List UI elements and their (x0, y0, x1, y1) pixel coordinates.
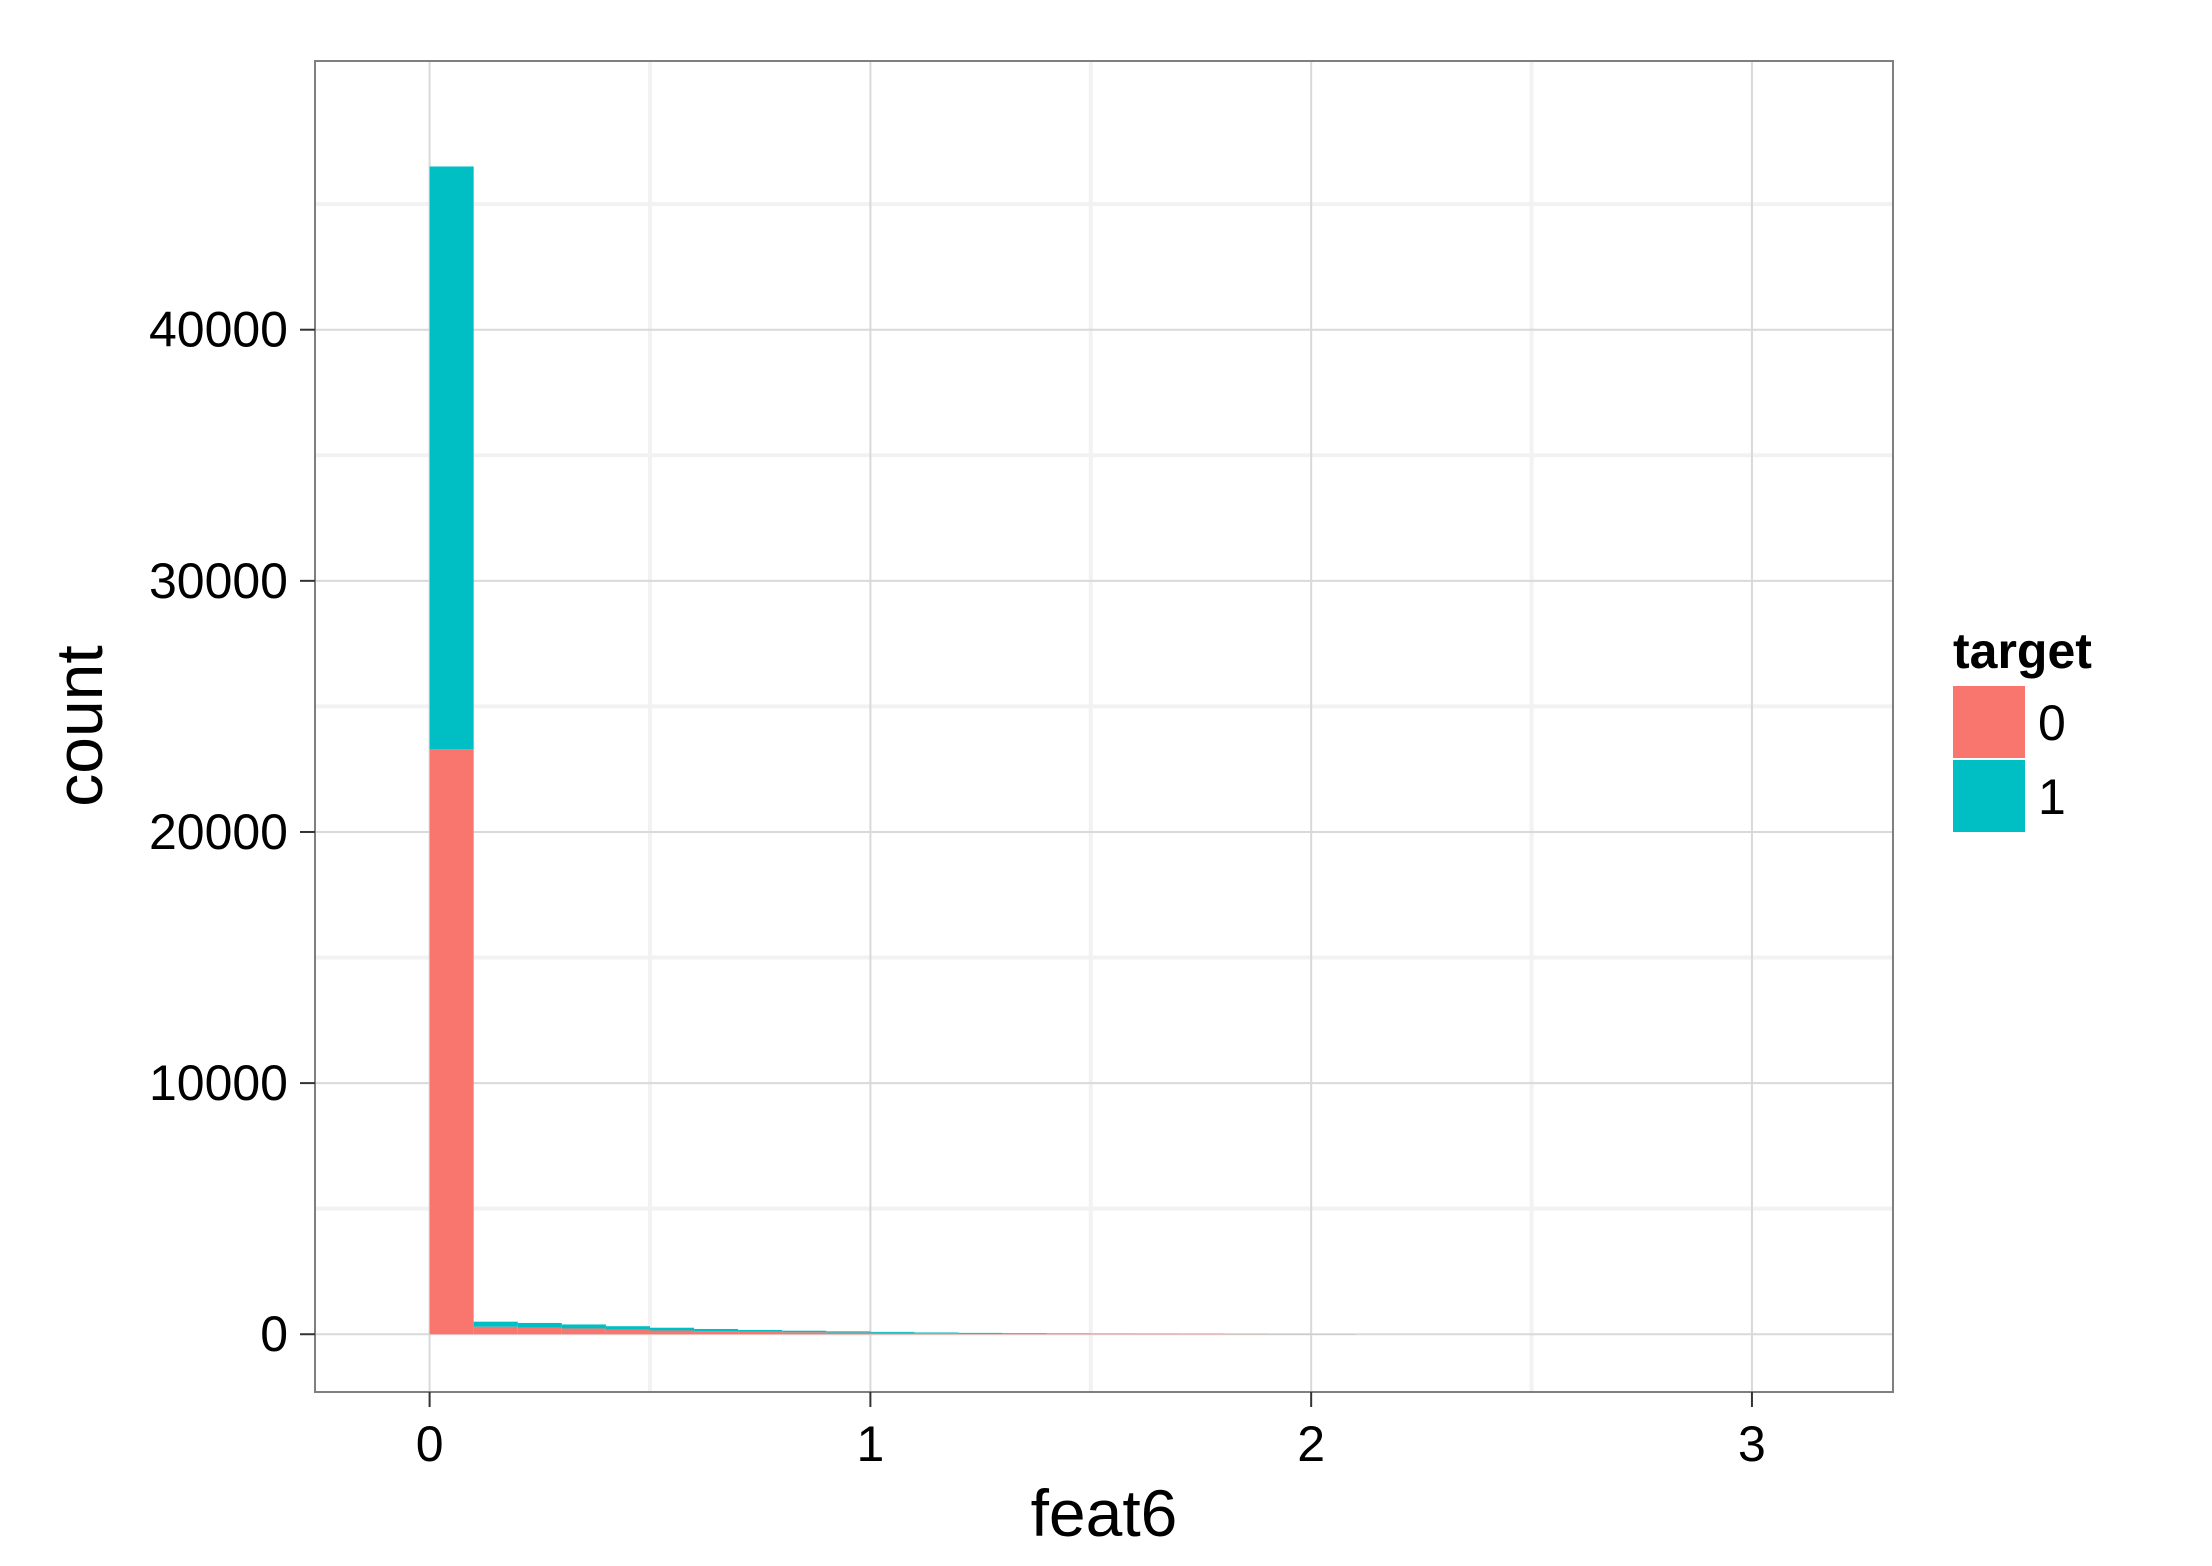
legend-entries: 01 (1951, 684, 2066, 834)
bar-target-0 (870, 1332, 915, 1335)
bar-target-1 (738, 1329, 783, 1332)
x-tick-label: 3 (1738, 1416, 1766, 1472)
x-axis: 0 1 2 3 (416, 1392, 1766, 1472)
x-tick-label: 0 (416, 1416, 444, 1472)
bar-target-0 (1002, 1333, 1047, 1335)
bar-target-0 (429, 749, 474, 1335)
bar-target-0 (605, 1329, 650, 1335)
bar-target-1 (870, 1331, 915, 1333)
bar-target-0 (694, 1331, 739, 1335)
bar-target-1 (1002, 1333, 1047, 1334)
legend-swatch (1951, 758, 2027, 834)
bar-target-1 (561, 1324, 606, 1329)
bar-target-0 (914, 1333, 959, 1335)
bar-target-1 (958, 1332, 1003, 1334)
bar-target-0 (1046, 1333, 1091, 1335)
legend: target 01 (1951, 623, 2092, 834)
x-axis-title: feat6 (1031, 1476, 1178, 1550)
bar-target-0 (738, 1331, 783, 1335)
bar-target-0 (517, 1327, 562, 1335)
bar-target-0 (826, 1332, 871, 1335)
bar-target-1 (914, 1332, 959, 1334)
bar-target-0 (473, 1326, 518, 1335)
plot-panel-border (314, 60, 1894, 1393)
bar-target-0 (561, 1328, 606, 1335)
histogram-bars (429, 166, 1356, 1335)
bar-target-1 (826, 1331, 871, 1333)
y-tick-label: 30000 (149, 553, 288, 609)
bar-target-1 (605, 1326, 650, 1330)
major-gridlines (315, 61, 1893, 1392)
minor-gridlines (315, 61, 1893, 1392)
legend-title: target (1953, 623, 2092, 679)
bar-target-0 (649, 1330, 695, 1335)
bar-target-0 (782, 1332, 827, 1335)
bar-target-1 (429, 166, 474, 750)
y-axis-title: count (42, 645, 116, 806)
legend-swatch (1951, 684, 2027, 760)
bar-target-1 (473, 1321, 518, 1327)
bar-target-1 (782, 1330, 827, 1333)
bar-target-1 (694, 1328, 739, 1332)
bar-target-1 (649, 1327, 695, 1331)
y-axis: 0 10000 20000 30000 40000 (149, 302, 315, 1362)
x-tick-label: 2 (1297, 1416, 1325, 1472)
bar-target-1 (517, 1322, 562, 1328)
legend-label: 1 (2038, 769, 2066, 825)
legend-label: 0 (2038, 695, 2066, 751)
bar-target-0 (958, 1333, 1003, 1335)
y-tick-label: 10000 (149, 1055, 288, 1111)
y-tick-label: 40000 (149, 302, 288, 358)
y-tick-label: 20000 (149, 804, 288, 860)
x-tick-label: 1 (856, 1416, 884, 1472)
y-tick-label: 0 (260, 1306, 288, 1362)
